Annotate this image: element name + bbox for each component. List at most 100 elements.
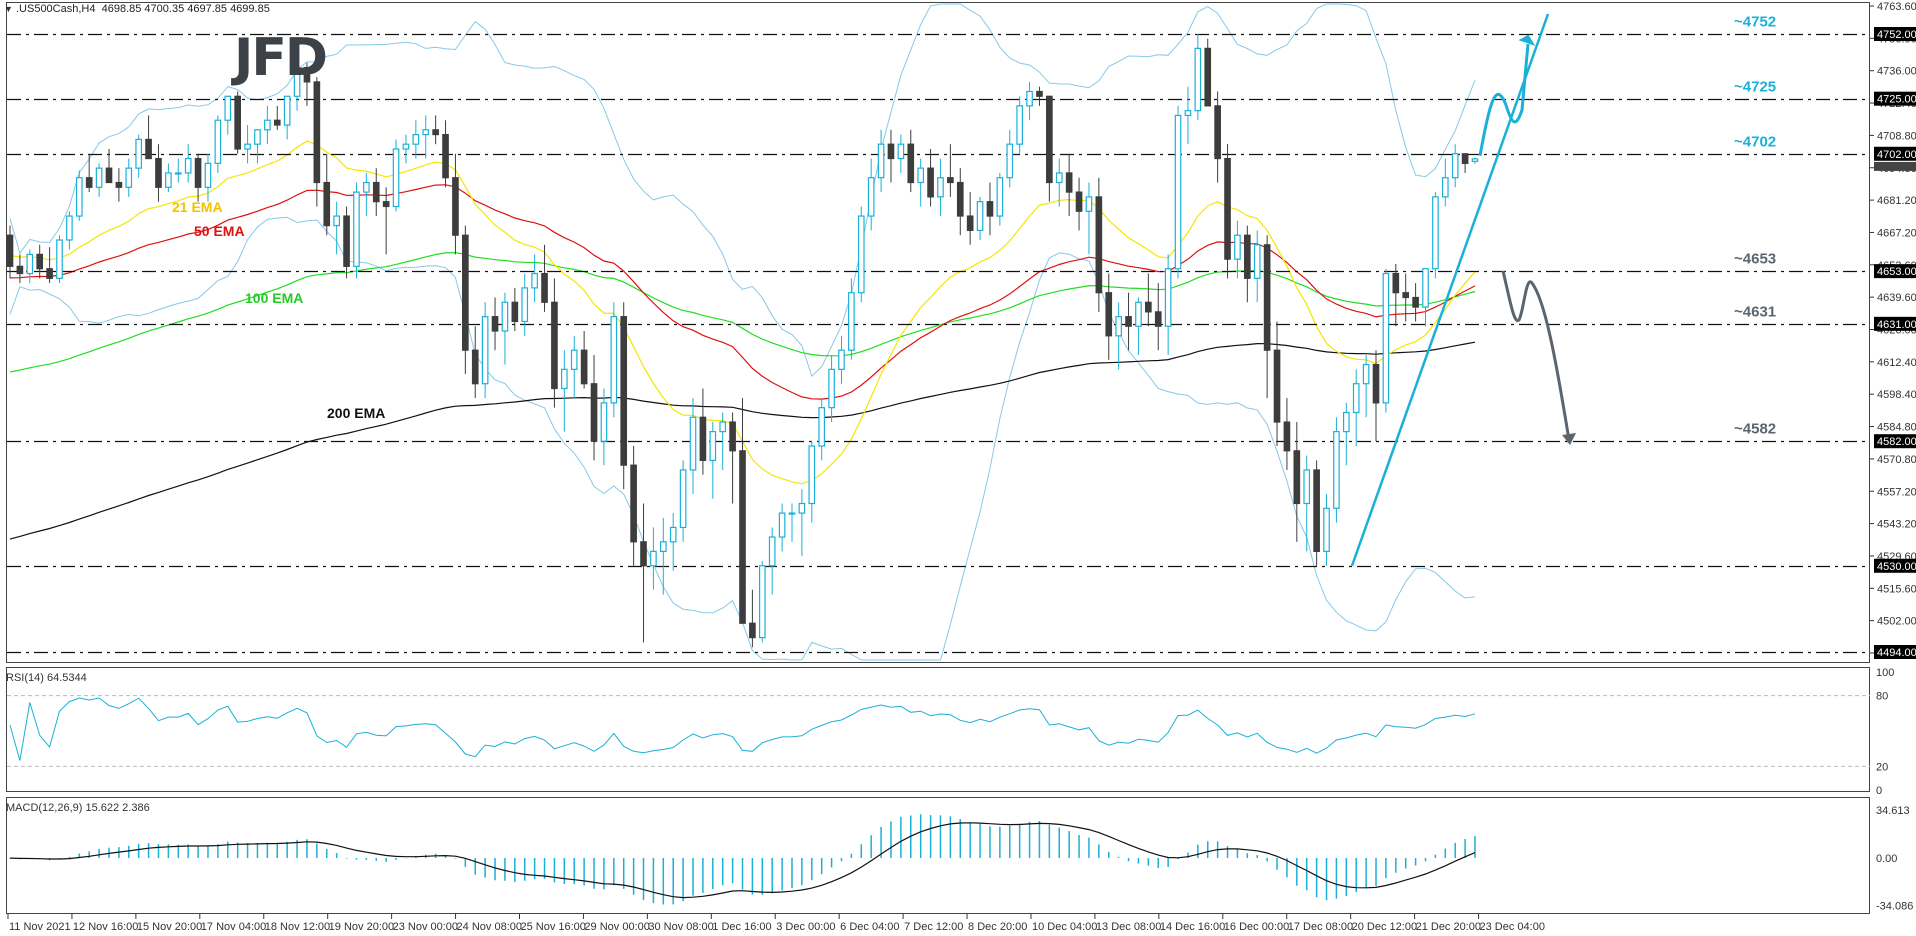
level-price-tag [1874,264,1916,279]
candle [570,349,578,370]
level-price-tag-text: 4653.00 [1877,266,1916,278]
price-tick: 4570.80 [1877,454,1916,466]
candle [115,181,123,188]
price-tick: 4598.40 [1877,389,1916,401]
time-tick: 21 Dec 20:00 [1416,921,1481,933]
candle [610,316,618,404]
time-tick: 8 Dec 20:00 [968,921,1027,933]
candle [719,421,727,433]
price-tick: 4708.80 [1877,130,1916,142]
candle [877,143,885,179]
candle [145,138,152,160]
price-axis: 4763.604750.004736.004722.404708.804694.… [1870,1,1916,660]
candle [1392,272,1400,294]
candle [125,167,133,188]
svg-text:100 EMA: 100 EMA [245,290,303,306]
candle [659,541,667,552]
candle [1065,172,1073,193]
ema-labels: 21 EMA 50 EMA 100 EMA 200 EMA [172,199,385,421]
candle [798,502,806,514]
candle [184,157,192,174]
candle [887,143,895,160]
candle [1441,177,1449,198]
candle [897,143,905,160]
level-price-tag-text: 4752.00 [1877,29,1916,41]
time-tick: 30 Nov 08:00 [648,921,713,933]
level-price-tag-text: 4631.00 [1877,319,1916,331]
candle [372,181,380,203]
candle [234,95,241,150]
candle [818,407,826,447]
time-tick: 14 Dec 16:00 [1160,921,1225,933]
candle [1451,153,1459,179]
candlesticks [6,34,1479,648]
candle [907,143,915,184]
candle [857,215,865,294]
candle [66,215,73,241]
candle [709,431,717,461]
candle [1075,191,1083,212]
candle [244,143,251,150]
candle [867,177,875,217]
candle [956,181,964,217]
time-tick: 23 Dec 04:00 [1480,921,1545,933]
candle [283,95,291,126]
rsi-label: RSI(14) 64.5344 [6,672,87,684]
candle [1224,157,1231,260]
time-tick: 17 Dec 08:00 [1288,921,1353,933]
arrow-down-icon [1562,433,1576,445]
candle [838,349,845,370]
candle [85,177,93,188]
price-tick: 4543.20 [1877,519,1916,531]
price-tick: 4639.60 [1877,292,1916,304]
candle [947,177,954,184]
candle [1253,244,1261,279]
candle [1105,292,1113,337]
candle [254,129,261,145]
candle [1313,469,1320,552]
candle [264,119,271,131]
candle [1263,244,1271,351]
uptrend-line[interactable] [1350,13,1550,567]
candle [689,416,697,471]
candle [749,622,756,639]
candle [1164,268,1172,327]
svg-text:20: 20 [1876,761,1888,773]
candle [224,95,232,121]
bullish-projection-path[interactable] [1478,43,1530,157]
candle [442,134,449,179]
candle [1085,196,1093,212]
candle [808,445,816,505]
candle [1283,421,1291,452]
candle [788,512,796,515]
price-tick: 4502.00 [1877,616,1916,628]
candle [363,181,370,193]
level-price-tag [1874,434,1916,449]
candle [1026,90,1033,107]
candle [600,402,608,442]
time-tick: 20 Dec 12:00 [1352,921,1417,933]
candle [976,201,984,232]
candle [1194,47,1202,112]
time-tick: 3 Dec 00:00 [776,921,835,933]
svg-text:50 EMA: 50 EMA [194,223,245,239]
level-price-tag [1874,316,1916,331]
price-tick: 4557.20 [1877,486,1916,498]
candle [937,177,944,198]
time-tick: 29 Nov 00:00 [584,921,649,933]
candle [56,239,63,279]
bearish-projection-path[interactable] [1501,270,1571,441]
level-price-tag-text: 4530.00 [1877,561,1916,573]
rsi-line [9,697,1476,761]
collapse-triangle-icon[interactable]: ▼ [4,4,13,14]
candle [1293,450,1301,505]
candle [927,167,934,198]
candle [630,464,637,543]
candle [848,292,855,351]
svg-text:0.00: 0.00 [1876,853,1897,865]
candle [986,201,994,217]
rsi-indicator: 100 80 20 0 [7,667,1894,797]
level-price-tag [1874,27,1916,41]
time-tick: 16 Dec 00:00 [1224,921,1289,933]
